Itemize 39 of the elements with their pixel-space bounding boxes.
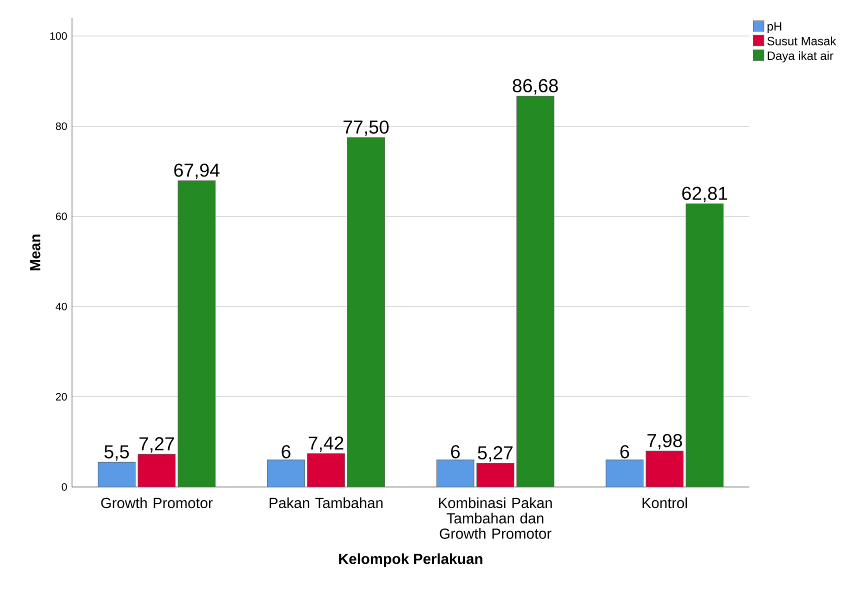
y-axis-title: Mean bbox=[30, 234, 40, 270]
legend-label: Daya ikat air bbox=[768, 51, 834, 62]
y-tick-label: 80 bbox=[56, 122, 67, 130]
y-tick-label: 100 bbox=[50, 32, 67, 40]
data-label: 77,50 bbox=[344, 120, 389, 136]
data-label: 6 bbox=[451, 445, 460, 458]
data-label: 5,5 bbox=[104, 445, 129, 461]
y-tick-label: 60 bbox=[56, 212, 67, 220]
x-tick-label: Kontrol bbox=[642, 497, 687, 508]
bar bbox=[476, 462, 514, 487]
data-label: 7,98 bbox=[647, 434, 682, 450]
data-label: 6 bbox=[620, 445, 630, 458]
bar bbox=[606, 460, 644, 487]
x-axis-title: Kelompok Perlakuan bbox=[339, 553, 482, 567]
y-tick-label: 40 bbox=[56, 302, 67, 310]
data-label: 7,42 bbox=[308, 436, 344, 452]
legend-label: pH bbox=[768, 22, 782, 34]
x-tick-label: Pakan Tambahan bbox=[270, 497, 383, 508]
bar bbox=[307, 453, 345, 487]
bar bbox=[436, 460, 474, 487]
bar bbox=[178, 180, 216, 487]
bar bbox=[347, 137, 385, 487]
data-label: 86,68 bbox=[512, 79, 558, 94]
data-label: 62,81 bbox=[682, 186, 728, 202]
data-label: 5,27 bbox=[478, 446, 513, 462]
bar bbox=[138, 454, 176, 487]
bar bbox=[646, 450, 684, 487]
bar bbox=[267, 460, 305, 487]
bar bbox=[98, 462, 136, 487]
bar bbox=[686, 203, 724, 487]
bar bbox=[516, 96, 554, 487]
x-tick-label: Growth Promotor bbox=[101, 497, 213, 508]
data-label: 7,27 bbox=[139, 437, 174, 453]
data-label: 67,94 bbox=[174, 164, 220, 180]
legend-label: Susut Masak bbox=[767, 36, 836, 46]
y-tick-label: 0 bbox=[62, 483, 67, 491]
data-label: 6 bbox=[282, 445, 290, 458]
x-tick-label: Kombinasi Pakan Tambahan dan Growth Promotor bbox=[439, 497, 552, 539]
y-tick-label: 20 bbox=[56, 393, 67, 401]
